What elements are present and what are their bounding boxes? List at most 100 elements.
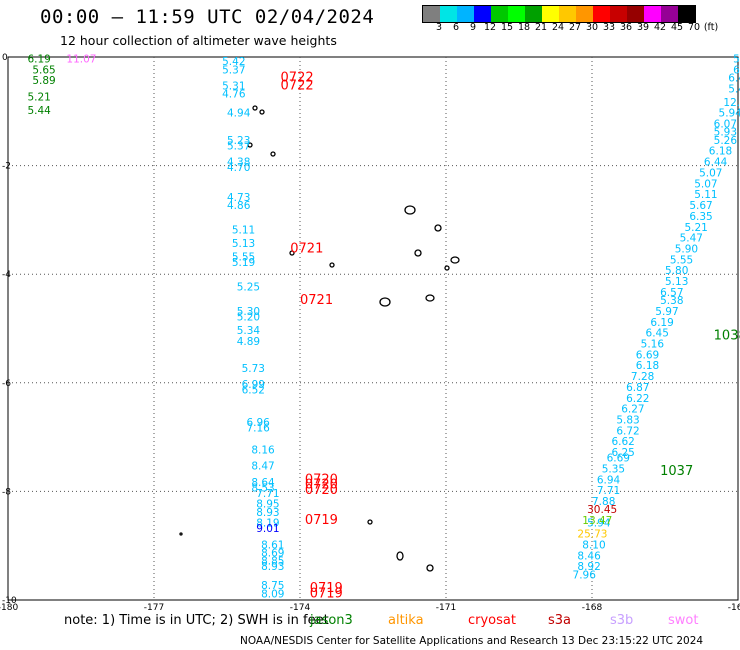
data-label: 0719 [310,586,343,601]
legend-swatch [508,6,525,22]
data-label: 5.31 [222,81,245,93]
legend-tick-label: 9 [469,22,477,33]
plot-frame [7,56,739,601]
data-label: 7.88 [592,496,615,508]
data-label: 8.19 [256,518,279,530]
data-label: 5.23 [227,135,250,147]
data-label: 5.73 [242,363,265,375]
data-label: 5.94 [587,518,611,530]
island-outline [425,294,435,302]
legend-swatch [678,6,695,22]
legend-swatch [644,6,661,22]
data-label: 1038 [714,328,740,343]
data-label: 6.52 [242,385,265,397]
legend-tick-label: 18 [517,22,531,33]
data-label: 6.62 [611,436,634,448]
island-outline [367,519,373,525]
legend-swatch [525,6,542,22]
data-label: 8.09 [261,588,284,600]
satellite-legend-item: cryosat [468,613,516,628]
data-label: 6.99 [242,379,265,391]
data-label: 6.27 [621,404,644,416]
data-label: 8.95 [256,499,279,511]
data-label: 8.85 [261,556,284,568]
data-label: 30.45 [587,504,617,516]
x-tick-label: -174 [290,603,311,613]
data-label: 5.35 [602,463,625,475]
legend-swatch [610,6,627,22]
data-label: 6.69 [636,349,659,361]
legend-tick-label: 33 [602,22,616,33]
data-label: 0719 [305,513,338,528]
data-label: 6.46 [728,72,740,84]
legend-swatch [661,6,678,22]
island-outline [259,109,265,115]
subtitle: 12 hour collection of altimeter wave hei… [60,33,337,48]
data-label: 8.46 [577,550,601,562]
data-label: 0721 [290,241,323,256]
x-tick-label: -171 [436,603,456,613]
legend-tick-label: 36 [619,22,633,33]
note-text: note: 1) Time is in UTC; 2) SWH is in fe… [64,613,329,628]
data-label: 5.21 [27,91,50,103]
data-label: 5.44 [27,105,51,117]
data-label: 8.53 [251,482,274,494]
legend-tick-label: 70 [687,22,701,33]
legend-tick-label: 24 [551,22,565,33]
y-tick-label: 0 [2,53,8,63]
data-label: 6.44 [704,157,728,169]
y-tick-label: -10 [2,596,17,606]
data-label: 6.72 [616,425,639,437]
island-outline [179,532,183,536]
island-outline [247,142,253,148]
island-outline [450,256,460,264]
data-label: 5.19 [232,257,255,269]
legend-tick-label: 3 [435,22,443,33]
island-outline [434,224,442,232]
island-outline [414,249,422,257]
color-legend-bar [422,5,696,23]
legend-swatch [457,6,474,22]
data-label: 5.30 [237,306,260,318]
data-label: 25.73 [577,529,607,541]
legend-swatch [576,6,593,22]
satellite-legend-item: swot [668,613,699,628]
data-label: 9.01 [256,523,279,535]
data-label: 5.07 [694,178,717,190]
data-label: 5.11 [232,224,255,236]
data-label: 6.19 [27,53,50,65]
data-label: 5.83 [616,415,639,427]
y-tick-label: -6 [2,379,11,389]
satellite-legend-item: altika [388,613,424,628]
legend-swatch [474,6,491,22]
data-label: 8.69 [261,548,284,560]
data-label: 5.13 [665,276,688,288]
data-label: 5.67 [689,200,712,212]
data-label: 5.65 [32,64,55,76]
legend-tick-label: 27 [568,22,582,33]
island-outline [379,297,391,307]
island-outline [396,551,404,561]
data-label: 5.38 [660,295,683,307]
data-label: 4.70 [227,162,250,174]
data-label: 5.34 [237,325,261,337]
island-outline [252,105,258,111]
legend-tick-label: 6 [452,22,460,33]
data-label: 5.55 [232,252,255,264]
data-label: 5.42 [222,56,245,68]
data-label: 6.22 [626,393,649,405]
data-label: 6.87 [626,382,649,394]
data-label: 0722 [281,79,314,94]
data-label: 4.89 [237,336,260,348]
data-label: 5.07 [699,167,722,179]
x-tick-label: -180 [0,603,18,613]
data-label: 6.19 [650,317,673,329]
data-label: 0719 [310,581,343,596]
island-outline [444,265,450,271]
island-outline [404,205,416,215]
legend-tick-label: 15 [500,22,514,33]
data-label: 6.25 [611,447,634,459]
data-label: 6.69 [607,453,630,465]
